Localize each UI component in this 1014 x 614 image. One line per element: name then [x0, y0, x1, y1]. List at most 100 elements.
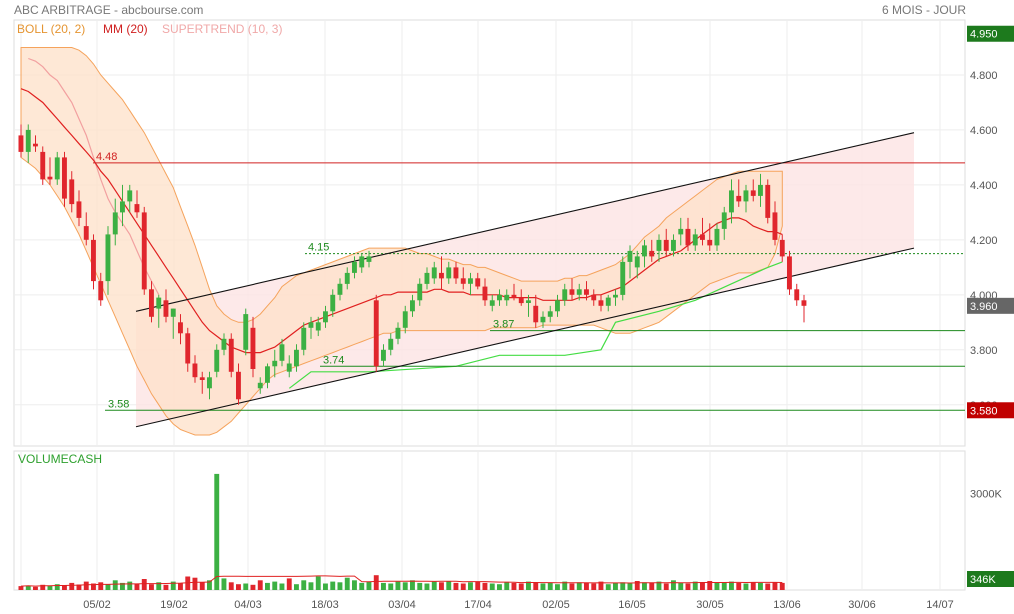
volume-axis-label: 3000K [970, 488, 1002, 500]
candle [787, 250, 792, 295]
candle-body [40, 151, 46, 180]
volume-bar [192, 577, 198, 590]
x-tick-label: 30/06 [848, 599, 876, 611]
candle-body [526, 300, 531, 303]
candle-body [518, 297, 524, 304]
candle [460, 267, 466, 290]
candle-body [199, 377, 205, 380]
candle-body [243, 314, 249, 350]
candle-body [388, 338, 394, 350]
candle [272, 349, 278, 378]
candle [656, 234, 662, 262]
volume-bar [613, 582, 618, 590]
last-price-tag-bg [967, 297, 1014, 314]
volume-bar [765, 583, 771, 590]
volume-bar [228, 582, 234, 590]
volume-bar [758, 582, 763, 590]
candle-body [758, 184, 763, 196]
candle [779, 234, 785, 262]
candle-body [127, 190, 133, 202]
volume-bar [243, 583, 249, 590]
candle [250, 316, 256, 378]
volume-bar [359, 582, 365, 590]
volume-bar [185, 576, 191, 590]
candle-body [729, 190, 734, 213]
volume-bar [301, 580, 307, 590]
volume-bar [555, 584, 560, 590]
candle [605, 294, 611, 312]
supertrend-down-line [28, 57, 160, 296]
candle [692, 228, 698, 251]
candle-body [366, 256, 372, 262]
volume-bar [642, 582, 647, 590]
candle-body [250, 327, 256, 369]
volume-bar [663, 583, 669, 590]
candle [649, 239, 655, 262]
candle-body [279, 344, 285, 361]
candle [170, 308, 176, 339]
volume-bar [707, 581, 713, 590]
candle-body [91, 239, 96, 282]
volume-bar [634, 581, 640, 590]
candle [765, 179, 771, 224]
candle [221, 333, 227, 356]
volume-bar [526, 581, 531, 590]
volume-bar [214, 473, 220, 590]
volume-bar [511, 582, 517, 590]
candle [613, 289, 618, 306]
candle [540, 311, 546, 328]
candle [207, 371, 212, 400]
level-label-4.48: 4.48 [96, 151, 117, 163]
candle-body [156, 297, 162, 309]
candle [301, 322, 307, 356]
volume-bar [388, 583, 394, 590]
candle-body [402, 311, 408, 328]
volume-bar [446, 581, 452, 590]
candle [199, 371, 205, 394]
candle-body [120, 201, 125, 213]
volume-bar [779, 582, 785, 590]
volume-bar [344, 577, 350, 590]
legend-supertrend: SUPERTREND (10, 3) [162, 22, 282, 36]
candle-body [569, 289, 575, 295]
x-tick-label: 18/03 [311, 599, 339, 611]
candle [315, 316, 321, 337]
candle [163, 289, 169, 323]
moving-average-line [20, 88, 783, 354]
volume-bar [649, 582, 655, 590]
candle-body [468, 278, 473, 284]
candle-body [787, 256, 792, 290]
candle [598, 294, 604, 312]
candle [25, 124, 31, 163]
candle-body [504, 294, 510, 301]
candle-body [359, 256, 365, 268]
high-price-tag-bg [967, 25, 1014, 42]
volume-bar [279, 583, 285, 590]
candle-body [707, 239, 713, 246]
candle [721, 206, 727, 240]
volume-bar [714, 582, 720, 590]
candle [562, 283, 568, 306]
candle-body [547, 311, 553, 317]
candle [228, 333, 234, 378]
volume-bar [489, 583, 495, 590]
volume-bar [105, 584, 111, 590]
candle-body [272, 360, 278, 367]
candle-body [323, 311, 328, 323]
candle [134, 190, 140, 218]
candle-body [301, 327, 307, 350]
volume-bar [330, 581, 336, 590]
candle [685, 217, 691, 251]
volume-bar [149, 584, 154, 590]
candle [141, 206, 147, 295]
candle-body [620, 261, 626, 295]
candle [120, 184, 125, 227]
volume-bar [584, 582, 589, 590]
candle-body [700, 234, 705, 240]
volume-bar [518, 583, 524, 590]
candle-body [294, 349, 299, 367]
volume-bar [265, 582, 270, 590]
candle-body [613, 294, 618, 298]
volume-bar [678, 582, 684, 590]
volume-last-tag: 346K [970, 574, 996, 586]
